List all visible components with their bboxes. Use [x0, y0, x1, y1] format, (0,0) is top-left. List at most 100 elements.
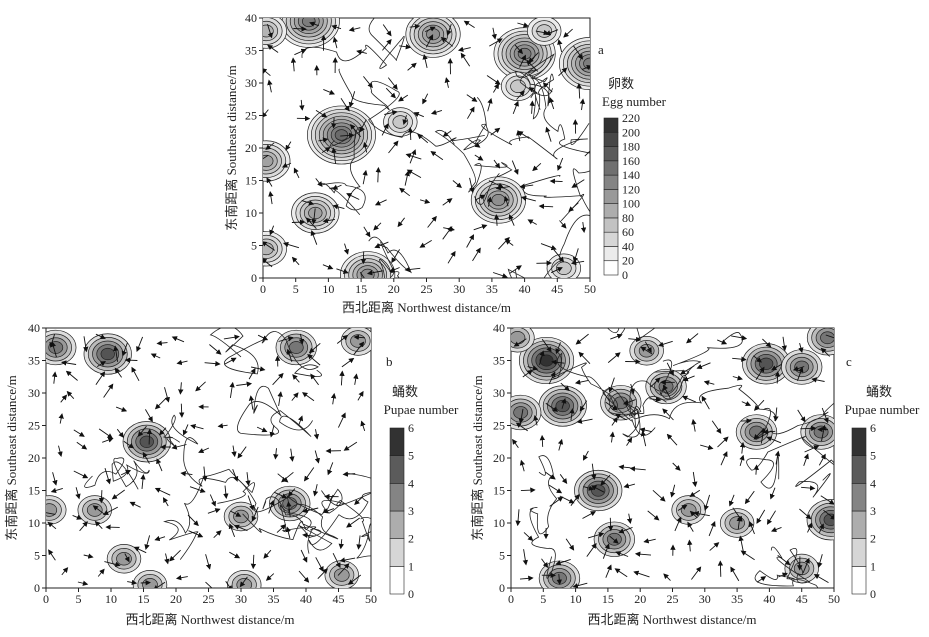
panel-b-gradient-arrow: [207, 508, 221, 514]
panel-a-gradient-arrow: [490, 127, 501, 136]
panel-c-contour-line: [654, 332, 743, 400]
panel-a-x-axis-label: 西北距离 Northwest distance/m: [342, 300, 511, 315]
panel-c-gradient-arrow: [556, 573, 562, 585]
panel-b-gradient-arrow: [83, 553, 94, 559]
panel-a-colorbar-band: [603, 231, 619, 247]
panel-c-gradient-arrow: [666, 362, 674, 376]
panel-a-gradient-arrow: [281, 162, 292, 168]
panel-c-gradient-arrow: [753, 464, 759, 475]
panel-a-gradient-arrow: [493, 83, 500, 93]
panel-b-gradient-arrow: [114, 367, 122, 378]
panel-a-letter: a: [598, 42, 604, 57]
panel-b-gradient-arrow: [156, 458, 163, 472]
panel-b-gradient-arrow: [330, 392, 337, 405]
panel-c-gradient-arrow: [686, 333, 699, 344]
panel-c-gradient-arrow: [798, 342, 804, 354]
panel-c-gradient-arrow: [586, 542, 597, 557]
panel-b-hotspot: [106, 544, 142, 574]
panel-a-gradient-arrow: [503, 195, 510, 207]
panel-c-gradient-arrow: [519, 575, 534, 582]
panel-a-gradient-arrow: [315, 110, 328, 118]
panel-b-gradient-arrow: [111, 489, 125, 500]
panel-b-gradient-arrow: [233, 524, 248, 532]
panel-b-gradient-arrow: [72, 514, 83, 520]
panel-a-x-tick-label: 25: [421, 282, 433, 296]
panel-b-gradient-arrow: [317, 568, 328, 580]
panel-a-gradient-arrow: [519, 183, 534, 189]
panel-a-gradient-arrow: [293, 167, 300, 179]
panel-b-gradient-arrow: [245, 472, 251, 486]
panel-b-colorbar-band: [389, 538, 405, 567]
panel-b-gradient-arrow: [137, 425, 147, 437]
panel-a-colorbar-tick-label: 40: [622, 239, 634, 253]
panel-a-hotspot: [546, 253, 582, 278]
panel-a-colorbar-band: [603, 217, 619, 233]
panel-c-gradient-arrow: [677, 504, 688, 511]
panel-b-gradient-arrow: [154, 535, 166, 542]
panel-b-gradient-arrow: [339, 370, 345, 386]
panel-c-colorbar-tick-label: 5: [870, 449, 876, 463]
panel-a-gradient-arrow: [430, 109, 443, 115]
panel-c-gradient-arrow: [614, 568, 628, 578]
panel-c-gradient-arrow: [703, 494, 711, 511]
panel-b-gradient-arrow: [248, 367, 256, 380]
panel-c-gradient-arrow: [813, 574, 829, 583]
panel-c-gradient-arrow: [587, 532, 605, 539]
panel-b-gradient-arrow: [146, 428, 153, 445]
panel-a-gradient-arrow: [440, 37, 454, 47]
panel-b-colorbar: 0 1 2 3 4 5 6: [389, 421, 414, 601]
panel-c-gradient-arrow: [574, 379, 589, 385]
panel-a-gradient-arrow: [340, 97, 350, 112]
panel-b-gradient-arrow: [205, 581, 218, 588]
panel-b-gradient-arrow: [182, 424, 189, 436]
panel-a-gradient-arrow: [563, 28, 573, 38]
panel-a-gradient-arrow: [463, 20, 475, 28]
panel-c-gradient-arrow: [561, 397, 567, 409]
panel-a-x-tick-label: 5: [293, 282, 299, 296]
panel-b-gradient-arrow: [95, 333, 106, 340]
panel-a-gradient-arrow: [321, 147, 331, 153]
panel-a-gradient-arrow: [332, 184, 342, 190]
panel-a-gradient-arrow: [409, 23, 421, 30]
panel-b-gradient-arrow: [339, 557, 356, 563]
panel-c-hotspot: [719, 508, 755, 538]
panel-b-gradient-arrow: [356, 535, 362, 550]
panel-a-colorbar-band: [603, 174, 619, 190]
panel-b-gradient-arrow: [52, 472, 58, 486]
panel-c-gradient-arrow: [579, 400, 588, 412]
panel-c-hotspot: [511, 394, 542, 431]
panel-a-hotspot: [470, 176, 527, 224]
panel-a-gradient-arrow: [527, 219, 537, 225]
panel-c-gradient-arrow: [732, 375, 743, 381]
panel-b-gradient-arrow: [277, 391, 283, 406]
panel-b-gradient-arrow: [104, 561, 121, 567]
panel-c-gradient-arrow: [541, 338, 552, 353]
panel-b-gradient-arrow: [127, 579, 138, 586]
panel-a-gradient-arrow: [263, 109, 269, 118]
panel-b-gradient-arrow: [229, 381, 235, 398]
panel-a-y-tick-label: 35: [245, 44, 257, 58]
panel-a-gradient-arrow: [549, 178, 563, 184]
panel-b-gradient-arrow: [230, 510, 242, 517]
panel-a-gradient-arrow: [407, 127, 414, 141]
panel-b-gradient-arrow: [47, 521, 57, 530]
panel-b-gradient-arrow: [98, 490, 105, 504]
panel-c-gradient-arrow: [570, 493, 580, 506]
panel-c-gradient-arrow: [804, 445, 820, 453]
panel-a-y-tick-label: 25: [245, 109, 257, 123]
panel-a-gradient-arrow: [457, 46, 471, 52]
panel-a-gradient-arrow: [294, 48, 307, 56]
panel-c-gradient-arrow: [762, 429, 776, 435]
panel-b-gradient-arrow: [129, 501, 141, 508]
panel-c-gradient-arrow: [778, 572, 788, 578]
panel-a-x-tick-label: 20: [388, 282, 400, 296]
panel-b-gradient-arrow: [150, 353, 161, 359]
panel-b-gradient-arrow: [250, 554, 257, 570]
panel-c-colorbar-band: [851, 566, 867, 595]
panel-a-contour-line: [338, 68, 485, 147]
panel-c-gradient-arrow: [518, 408, 524, 424]
panel-c-colorbar-tick-label: 2: [870, 532, 876, 546]
panel-b-y-tick-label: 30: [28, 386, 40, 400]
